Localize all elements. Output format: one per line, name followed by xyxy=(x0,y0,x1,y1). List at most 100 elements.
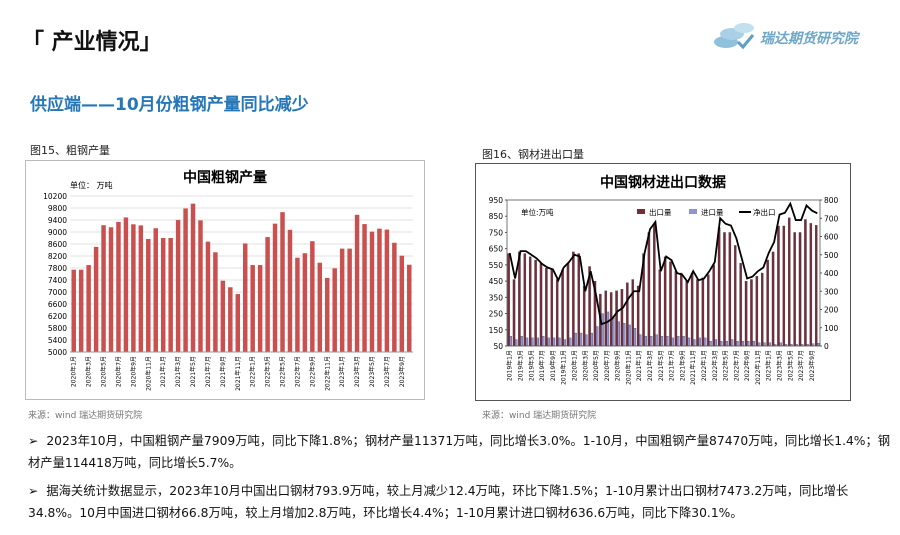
bar xyxy=(280,212,285,352)
x-tick-label: 2019年9月 xyxy=(549,350,557,381)
bar xyxy=(595,326,599,347)
bar xyxy=(369,231,375,352)
bar xyxy=(310,241,315,352)
bar xyxy=(622,323,626,347)
bar xyxy=(123,217,129,352)
legend-swatch xyxy=(637,209,645,214)
bar xyxy=(198,220,203,352)
y-tick-label: 7800 xyxy=(48,264,67,273)
x-tick-label: 2021年11月 xyxy=(234,356,242,391)
bar xyxy=(574,332,577,347)
y-tick-label: 5800 xyxy=(48,324,67,333)
bar xyxy=(674,271,678,347)
bar xyxy=(545,267,548,347)
bar xyxy=(531,337,534,347)
bar xyxy=(620,289,624,347)
bar xyxy=(377,228,382,352)
bullet: ➢ 2023年10月，中国粗钢产量7909万吨，同比下降1.8%；钢材产量1137… xyxy=(28,434,891,470)
y-tick-label: 950 xyxy=(489,196,504,205)
bar xyxy=(663,256,667,347)
bar xyxy=(354,214,360,352)
bar xyxy=(250,265,255,352)
bar xyxy=(682,336,685,347)
x-tick-label: 2020年3月 xyxy=(85,356,93,387)
section-title: 供应端——10月份粗钢产量同比减少 xyxy=(30,95,309,115)
bar xyxy=(725,340,728,347)
bar xyxy=(698,337,701,347)
bar xyxy=(228,287,233,352)
x-tick-label: 2022年11月 xyxy=(323,356,331,391)
bar xyxy=(644,336,647,347)
bar xyxy=(101,225,106,352)
bar xyxy=(272,223,278,352)
bar xyxy=(93,246,99,352)
bar xyxy=(720,340,723,347)
x-tick-label: 2021年11月 xyxy=(689,350,697,385)
bar xyxy=(523,253,527,347)
bar xyxy=(407,264,412,352)
bar xyxy=(779,342,782,347)
figure-source: 来源：wind 瑞达期货研究院 xyxy=(482,411,597,421)
bar xyxy=(687,337,691,347)
bar xyxy=(750,279,753,347)
x-tick-label: 2021年7月 xyxy=(668,350,676,381)
legend-swatch xyxy=(689,209,697,214)
bar xyxy=(690,272,694,347)
bar xyxy=(242,243,248,352)
legend-label: 净出口 xyxy=(753,207,776,217)
bar xyxy=(514,339,518,347)
bar xyxy=(717,227,721,347)
bar xyxy=(582,285,586,347)
x-tick-label: 2019年7月 xyxy=(538,350,546,381)
bar xyxy=(525,337,529,347)
bar xyxy=(777,225,780,347)
bar xyxy=(579,332,583,347)
bar xyxy=(71,269,76,352)
bar xyxy=(160,238,166,352)
bar xyxy=(325,277,330,352)
bar xyxy=(793,232,796,347)
legend-label: 进口量 xyxy=(701,208,724,217)
bar xyxy=(703,337,707,347)
y-tick-label: 10200 xyxy=(43,192,67,201)
x-tick-label: 2022年5月 xyxy=(722,350,730,381)
bar xyxy=(655,334,658,347)
logo-icon xyxy=(714,23,755,50)
bar xyxy=(712,264,715,347)
bar xyxy=(676,336,680,347)
bar xyxy=(809,223,813,347)
unit-label: 单位： 万吨 xyxy=(70,180,113,190)
x-tick-label: 2023年7月 xyxy=(797,350,805,381)
bar xyxy=(728,232,732,347)
bar xyxy=(649,336,653,347)
x-tick-label: 2023年9月 xyxy=(808,350,816,381)
chart-frame xyxy=(475,163,851,401)
bar xyxy=(362,224,367,352)
y-tick-label: 550 xyxy=(489,261,504,270)
bar xyxy=(660,336,664,347)
x-tick-label: 2023年5月 xyxy=(786,350,794,381)
x-tick-label: 2021年1月 xyxy=(159,356,167,387)
bar xyxy=(392,242,397,352)
bar xyxy=(617,321,620,347)
y-tick-label: 9400 xyxy=(48,216,67,225)
bar xyxy=(766,259,769,347)
y2-tick-label: 700 xyxy=(824,214,839,223)
chart-title: 中国钢材进出口数据 xyxy=(600,174,726,191)
bar xyxy=(384,229,390,352)
bar xyxy=(213,252,218,352)
bar xyxy=(550,269,554,347)
x-tick-label: 2021年9月 xyxy=(219,356,227,387)
x-tick-label: 2021年9月 xyxy=(678,350,686,381)
bar xyxy=(108,227,114,352)
x-tick-label: 2021年1月 xyxy=(635,350,643,381)
bar xyxy=(552,337,556,347)
line xyxy=(508,201,818,326)
bar xyxy=(585,334,588,347)
bar xyxy=(175,219,181,352)
bar xyxy=(804,219,807,347)
x-tick-label: 2022年9月 xyxy=(308,356,316,387)
bar xyxy=(220,280,226,352)
y-tick-label: 7000 xyxy=(48,288,67,297)
